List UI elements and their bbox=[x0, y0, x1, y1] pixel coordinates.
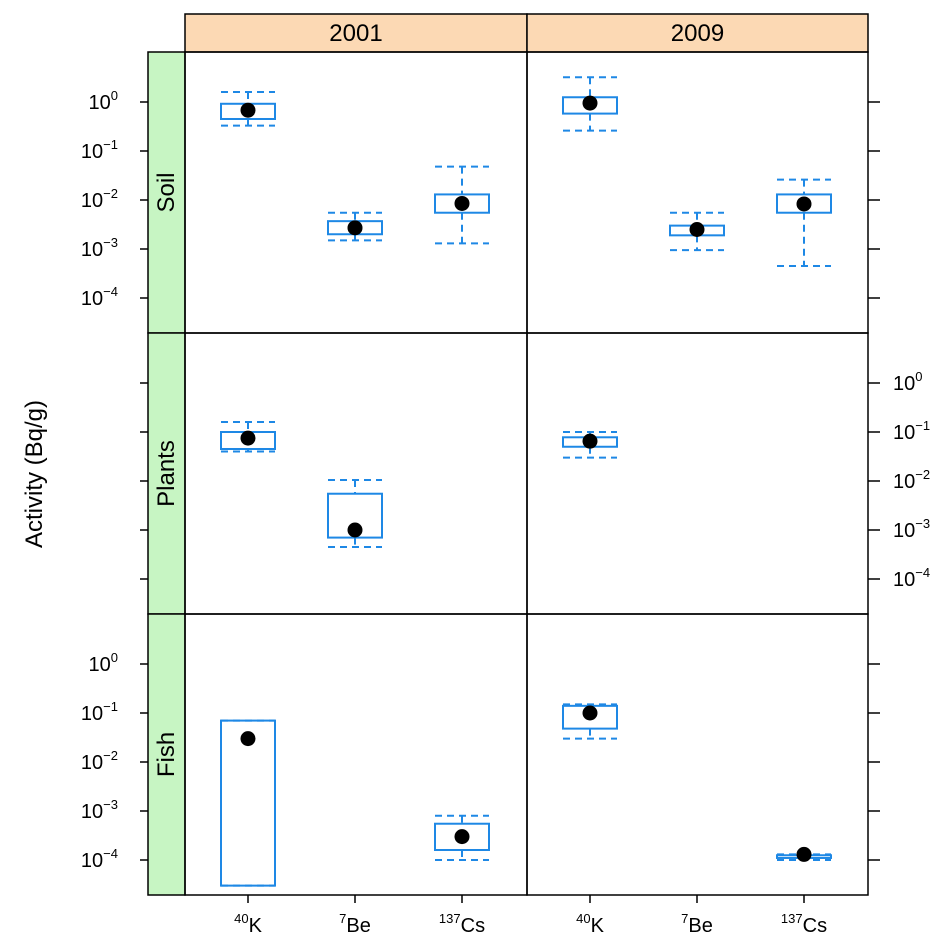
y-tick-label-fish-0: 100 bbox=[89, 650, 118, 676]
box-2009-plants-40k bbox=[562, 431, 618, 459]
box-2009-soil-137cs bbox=[776, 178, 832, 267]
x-tick-label-2001-k: 40K bbox=[234, 911, 262, 937]
box-2001-fish-40k bbox=[220, 719, 276, 887]
panel-frame-2001-fish bbox=[184, 613, 528, 896]
strip-label-soil: Soil bbox=[153, 172, 180, 212]
box-2009-fish-40k bbox=[562, 703, 618, 740]
y-tick-label-soil-2: 10−2 bbox=[81, 186, 118, 212]
box-2001-soil-40k bbox=[220, 90, 276, 127]
strip-label-fish: Fish bbox=[153, 732, 180, 777]
box-2009-fish-137cs-median bbox=[796, 846, 812, 862]
y-tick-label-plants-2: 10−2 bbox=[893, 467, 930, 493]
panel-frame-2009-soil bbox=[526, 51, 869, 334]
box-2001-fish-137cs-median bbox=[454, 829, 470, 845]
panel-frame-2001-soil bbox=[184, 51, 528, 334]
box-2001-plants-7be-median bbox=[347, 522, 363, 538]
box-2001-soil-7be bbox=[327, 211, 383, 242]
y-tick-label-fish-4: 10−4 bbox=[81, 846, 118, 872]
y-axis-label: Activity (Bq/g) bbox=[21, 400, 48, 548]
box-2001-fish-40k-median bbox=[240, 731, 256, 747]
x-tick-label-2001-cs: 137Cs bbox=[439, 911, 485, 937]
box-2009-fish-40k-median bbox=[582, 705, 598, 721]
x-tick-label-2009-be: 7Be bbox=[681, 911, 713, 937]
strip-label-2009: 2009 bbox=[671, 20, 724, 47]
y-tick-label-plants-0: 100 bbox=[893, 369, 922, 395]
strip-fish bbox=[147, 613, 186, 896]
strip-label-plants: Plants bbox=[153, 440, 180, 507]
strip-label-2001: 2001 bbox=[329, 20, 382, 47]
box-2001-soil-7be-median bbox=[347, 220, 363, 236]
box-2009-plants-40k-median bbox=[582, 433, 598, 449]
strip-2009 bbox=[526, 13, 869, 53]
y-tick-label-fish-2: 10−2 bbox=[81, 748, 118, 774]
box-2009-soil-137cs-iqr bbox=[776, 193, 832, 214]
x-tick-label-2009-cs: 137Cs bbox=[781, 911, 827, 937]
y-tick-label-fish-1: 10−1 bbox=[81, 699, 118, 725]
box-2001-soil-137cs-iqr bbox=[434, 193, 490, 214]
y-tick-label-soil-1: 10−1 bbox=[81, 137, 118, 163]
box-2001-plants-7be bbox=[327, 478, 383, 548]
box-2001-soil-137cs bbox=[434, 165, 490, 245]
y-tick-label-soil-3: 10−3 bbox=[81, 235, 118, 261]
panel-frame-2009-fish bbox=[526, 613, 869, 896]
y-tick-label-soil-4: 10−4 bbox=[81, 284, 118, 310]
panel-frame-2009-plants bbox=[526, 332, 869, 615]
box-2009-soil-7be-median bbox=[689, 222, 705, 238]
box-2009-soil-7be bbox=[669, 211, 725, 252]
box-2009-fish-137cs bbox=[776, 846, 832, 862]
y-tick-label-plants-1: 10−1 bbox=[893, 418, 930, 444]
panel-frame-2001-plants bbox=[184, 332, 528, 615]
box-2001-fish-40k-iqr bbox=[220, 719, 276, 887]
y-tick-label-fish-3: 10−3 bbox=[81, 797, 118, 823]
x-tick-label-2001-be: 7Be bbox=[339, 911, 371, 937]
box-2001-soil-137cs-median bbox=[454, 195, 470, 211]
box-2009-soil-40k-median bbox=[582, 95, 598, 111]
box-2001-plants-40k bbox=[220, 420, 276, 453]
y-tick-label-soil-0: 100 bbox=[89, 88, 118, 114]
box-2001-fish-137cs-iqr bbox=[434, 822, 490, 851]
x-tick-label-2009-k: 40K bbox=[576, 911, 604, 937]
box-2009-soil-137cs-median bbox=[796, 196, 812, 212]
strip-2001 bbox=[184, 13, 528, 53]
box-2009-soil-40k bbox=[562, 76, 618, 132]
y-tick-label-plants-3: 10−3 bbox=[893, 516, 930, 542]
box-2001-plants-7be-iqr bbox=[327, 492, 383, 539]
box-2001-fish-137cs bbox=[434, 814, 490, 861]
box-2001-plants-40k-median bbox=[240, 430, 256, 446]
y-tick-label-plants-4: 10−4 bbox=[893, 565, 930, 591]
box-2001-soil-40k-median bbox=[240, 102, 256, 118]
